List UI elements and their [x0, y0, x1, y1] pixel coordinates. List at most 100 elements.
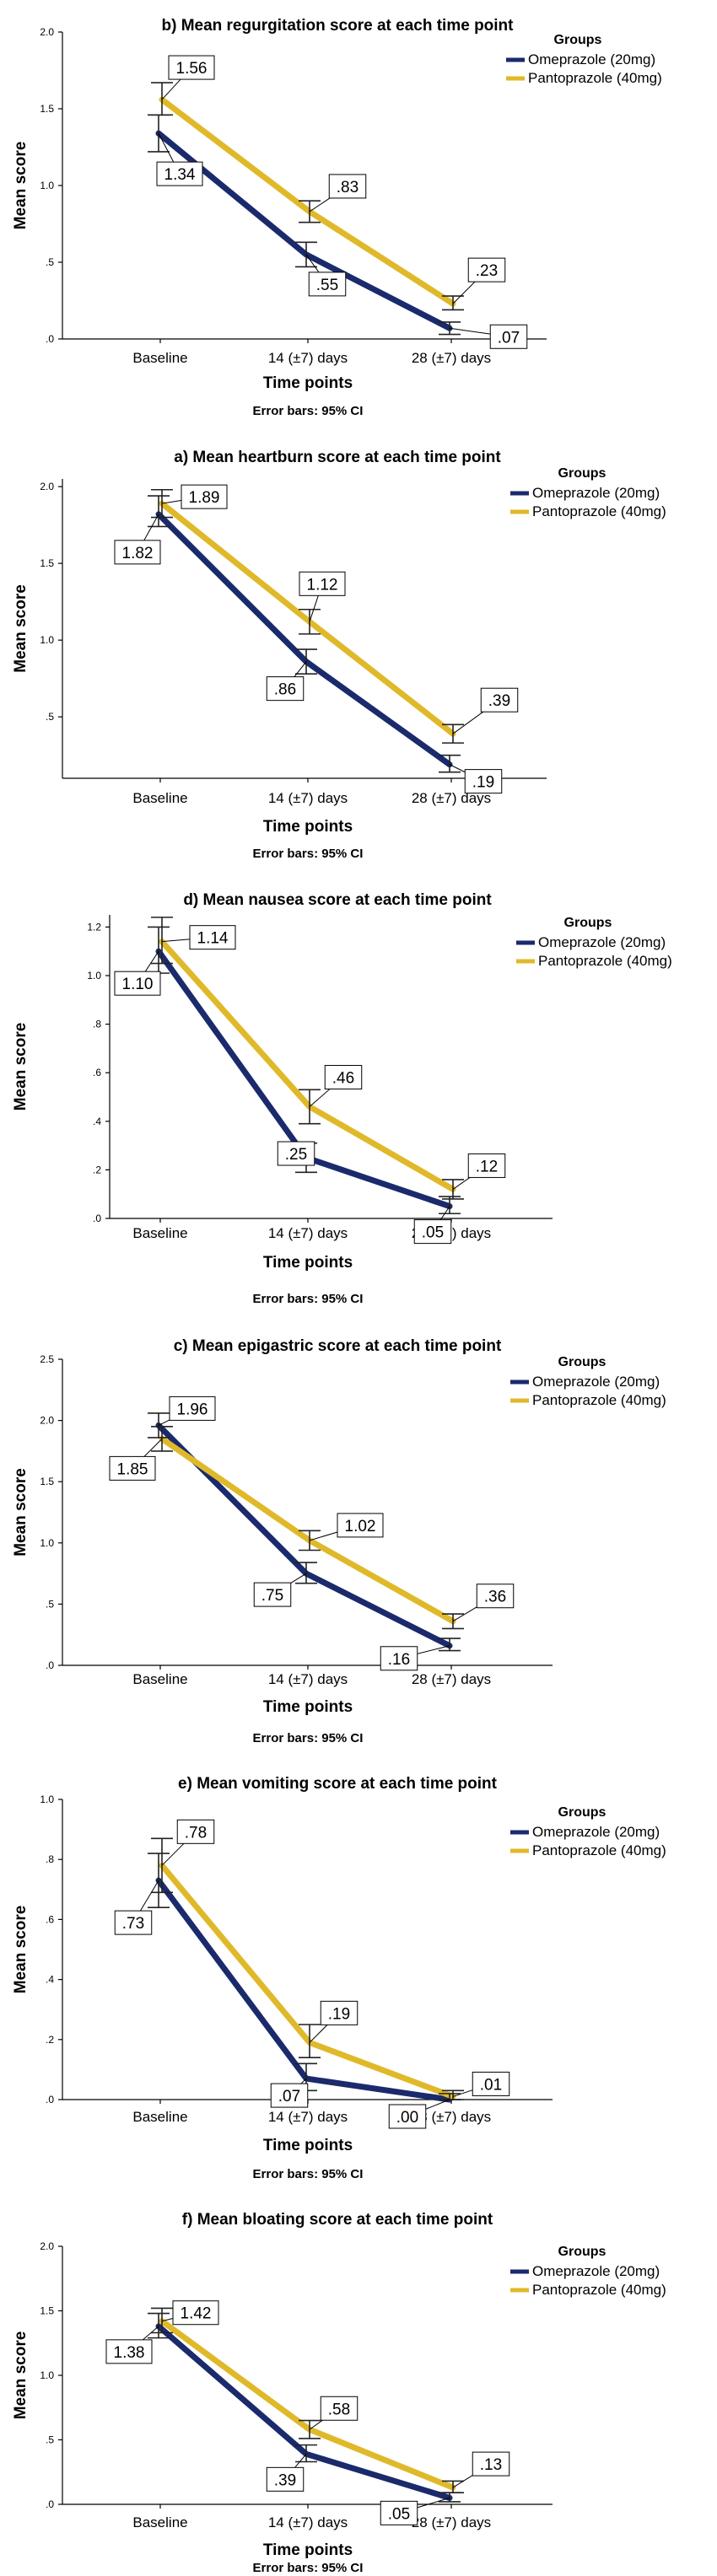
y-tick-label: 1.0 — [40, 1794, 54, 1805]
error-bar-footnote: Error bars: 95% CI — [253, 2561, 364, 2575]
y-tick-label: 1.0 — [40, 1537, 54, 1549]
error-bar-footnote: Error bars: 95% CI — [253, 2167, 364, 2181]
data-label: .13 — [452, 2451, 510, 2488]
data-label: .78 — [161, 1819, 215, 1866]
data-label-box — [253, 1582, 292, 1607]
legend: Groups Omeprazole (20mg) Pantoprazole (40m… — [516, 916, 672, 969]
y-tick-label: .2 — [93, 1164, 101, 1175]
legend-title: Groups — [558, 1355, 606, 1369]
x-tick-label: 28 (±7) days — [412, 350, 491, 366]
data-label: 1.56 — [161, 55, 215, 100]
legend-title: Groups — [564, 916, 612, 930]
data-label-box — [472, 2451, 510, 2477]
error-bar — [151, 917, 173, 965]
data-label-box — [109, 1455, 156, 1481]
legend-entry: Pantoprazole (40mg) — [532, 2282, 666, 2298]
error-bar-footnote: Error bars: 95% CI — [253, 1292, 364, 1306]
x-axis-title: Time points — [263, 374, 353, 392]
chart-panel-5: e) Mean vomiting score at each time poin… — [12, 1775, 666, 2181]
data-label-box — [476, 1584, 515, 1609]
y-tick-label: 1.5 — [40, 557, 54, 569]
legend: Groups Omeprazole (20mg) Pantoprazole (40m… — [506, 33, 662, 86]
series-line-pantoprazole — [159, 2318, 456, 2491]
data-label-box — [266, 676, 305, 702]
data-label-box — [337, 1513, 384, 1538]
data-label-box — [413, 1219, 452, 1245]
data-label: 1.42 — [161, 2300, 219, 2326]
data-label-box — [388, 2104, 427, 2129]
x-tick-label: Baseline — [132, 350, 187, 366]
data-label: .25 — [277, 1141, 315, 1166]
data-label-text: 1.12 — [307, 576, 338, 594]
data-label-text: .39 — [488, 692, 510, 710]
data-label: .07 — [449, 324, 528, 349]
chart-panel-6: f) Mean bloating score at each time poin… — [12, 2211, 666, 2575]
x-tick-label: Baseline — [132, 2109, 187, 2125]
y-tick-label: .5 — [46, 1598, 54, 1610]
data-label-box — [467, 1153, 506, 1178]
y-tick-label: .0 — [46, 333, 54, 345]
data-label-text: .07 — [498, 329, 520, 347]
y-tick-label: 1.5 — [40, 1476, 54, 1487]
data-label: .36 — [452, 1584, 515, 1622]
chart-title: f) Mean bloating score at each time poin… — [182, 2211, 493, 2229]
data-label: .39 — [266, 2454, 307, 2492]
data-label-box — [156, 161, 203, 186]
error-bar — [151, 2307, 173, 2334]
data-label-text: .86 — [274, 681, 296, 699]
data-label: .86 — [266, 661, 307, 702]
y-tick-label: .5 — [46, 2434, 54, 2446]
y-tick-label: 1.2 — [87, 921, 101, 933]
legend-entry: Omeprazole (20mg) — [532, 1374, 660, 1390]
data-label-text: .46 — [332, 1070, 354, 1088]
data-label-text: 1.10 — [122, 976, 154, 993]
data-label: 1.02 — [309, 1513, 384, 1541]
y-tick-label: .0 — [46, 2498, 54, 2510]
data-label-text: 1.56 — [176, 60, 208, 78]
data-label-box — [181, 484, 228, 509]
error-bar — [299, 2024, 321, 2058]
legend-title: Groups — [558, 2245, 606, 2259]
y-axis-title: Mean score — [12, 2331, 30, 2420]
data-label: .23 — [452, 257, 506, 304]
data-label: .73 — [114, 1880, 159, 1935]
series-line-pantoprazole — [159, 96, 456, 307]
x-tick-label: 14 (±7) days — [268, 1671, 348, 1687]
x-tick-label: Baseline — [132, 1671, 187, 1687]
x-axis-title: Time points — [263, 1254, 353, 1272]
y-tick-label: .6 — [46, 1913, 54, 1925]
x-tick-label: 28 (±7) days — [412, 2514, 491, 2530]
data-label-box — [277, 1141, 315, 1166]
data-label-text: .07 — [278, 2088, 300, 2105]
data-label-text: 1.89 — [189, 489, 220, 507]
data-label: .16 — [380, 1645, 450, 1671]
data-label-text: .36 — [484, 1589, 506, 1606]
chart-title: a) Mean heartburn score at each time poi… — [174, 449, 501, 466]
data-label: .39 — [452, 687, 519, 734]
data-label-box — [189, 925, 236, 950]
data-label-box — [324, 1065, 363, 1090]
error-bar-footnote: Error bars: 95% CI — [253, 1731, 364, 1745]
error-bar — [295, 2444, 317, 2463]
legend-entry: Omeprazole (20mg) — [532, 2263, 660, 2279]
error-bar — [442, 2480, 464, 2494]
data-label-box — [320, 2000, 358, 2025]
legend-entry: Omeprazole (20mg) — [538, 934, 666, 950]
y-axis-title: Mean score — [12, 1023, 30, 1111]
data-label-box — [266, 2466, 305, 2492]
data-label-text: .16 — [388, 1651, 410, 1669]
data-label: 1.96 — [158, 1396, 216, 1426]
chart-panel-2: a) Mean heartburn score at each time poi… — [12, 449, 666, 861]
x-axis-title: Time points — [263, 2137, 353, 2154]
data-label-box — [114, 540, 161, 565]
data-label: 1.10 — [114, 950, 161, 996]
y-tick-label: .5 — [46, 256, 54, 268]
x-tick-label: 14 (±7) days — [268, 790, 348, 806]
legend: Groups Omeprazole (20mg) Pantoprazole (40m… — [510, 2245, 666, 2298]
data-label-box — [176, 1819, 215, 1844]
error-bar — [148, 495, 170, 528]
y-axis-title: Mean score — [12, 584, 30, 673]
x-axis-title: Time points — [263, 818, 353, 836]
data-label-text: .39 — [274, 2471, 296, 2489]
chart-panel-4: c) Mean epigastric score at each time po… — [12, 1337, 666, 1745]
